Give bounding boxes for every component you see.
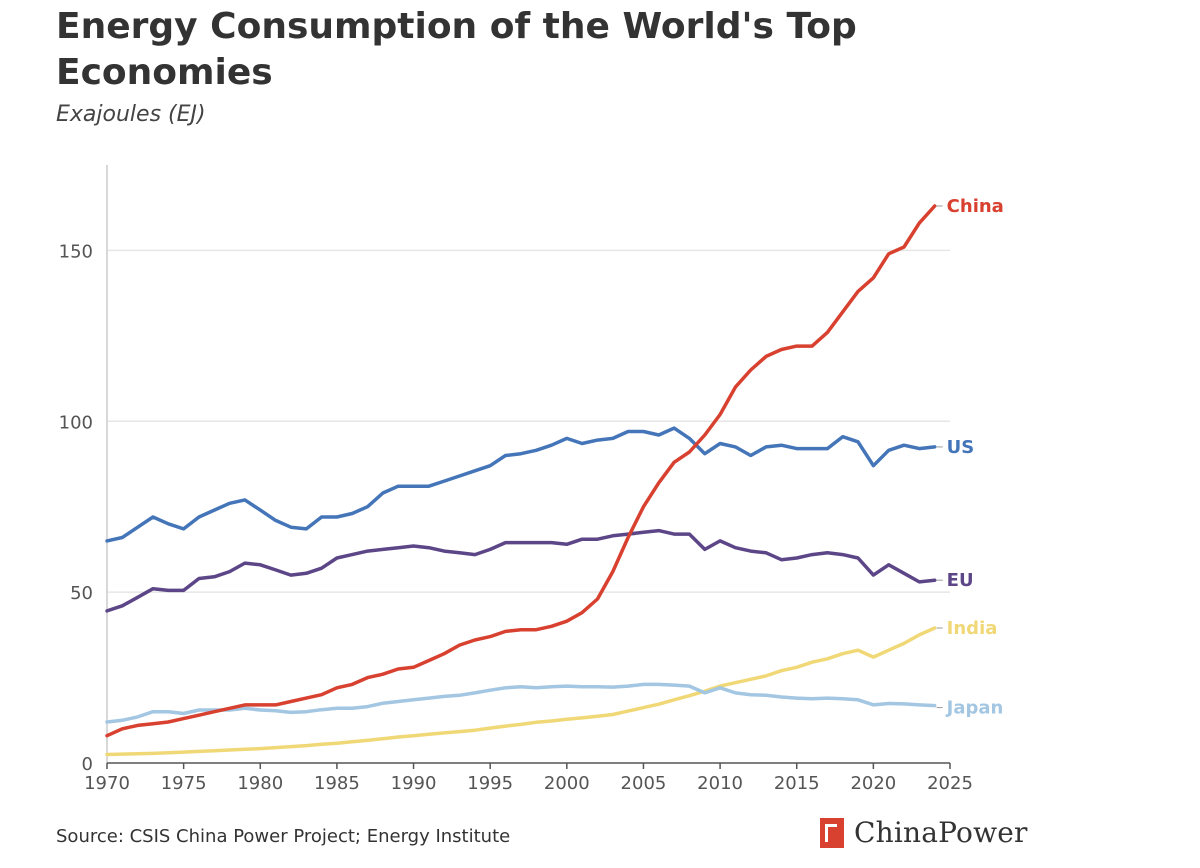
x-tick-label: 2010 [697,773,743,794]
gridlines [107,249,950,593]
x-tick-label: 2000 [544,773,590,794]
axes: 0 50 100 150 1970 1975 1980 1985 1990 1995 2000 200… [59,165,973,794]
series-line-eu [105,528,937,613]
series-label-china: China [947,196,1004,217]
y-tick-label: 150 [59,241,93,262]
brand-name: ChinaPower [854,816,1028,849]
chart-subtitle: Exajoules (EJ) [56,102,206,127]
series-lines [105,204,937,757]
series-line-india [105,626,937,757]
chart-title: Energy Consumption of the World's Top Ec… [56,6,857,93]
x-tick-label: 1980 [237,773,283,794]
brand-logo: ChinaPower [820,816,1028,849]
x-tick-label: 2005 [621,773,667,794]
x-tick-label: 2020 [850,773,896,794]
source-note: Source: CSIS China Power Project; Energy… [56,826,511,847]
x-tick-label: 1985 [314,773,360,794]
x-tick-label: 2025 [927,773,973,794]
y-tick-label: 100 [59,412,93,433]
x-tick-label: 1990 [391,773,437,794]
x-tick-label: 1970 [84,773,130,794]
chinapower-logo-icon [820,817,844,848]
series-line-china [105,204,937,738]
series-label-japan: Japan [945,698,1004,719]
y-tick-label: 50 [70,583,93,604]
series-labels: India Japan EU US China [936,196,1004,719]
series-label-us: US [947,437,975,458]
series-label-eu: EU [947,570,974,591]
x-tick-label: 2015 [774,773,820,794]
y-tick-label: 0 [82,754,93,775]
x-tick-label: 1975 [161,773,207,794]
line-chart: 0 50 100 150 1970 1975 1980 1985 1990 1995 2000 200… [59,165,1004,794]
series-label-india: India [947,618,998,639]
series-line-us [105,426,937,543]
x-tick-label: 1995 [467,773,513,794]
series-line-japan [105,682,937,724]
